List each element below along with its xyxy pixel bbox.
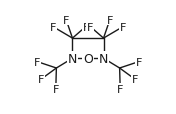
- Text: N: N: [68, 52, 77, 65]
- Text: F: F: [87, 22, 93, 32]
- Text: F: F: [34, 57, 41, 67]
- Text: F: F: [38, 74, 45, 84]
- Text: F: F: [135, 57, 142, 67]
- Text: N: N: [99, 52, 108, 65]
- Text: F: F: [53, 84, 59, 94]
- Text: O: O: [83, 52, 93, 65]
- Text: F: F: [117, 84, 123, 94]
- Text: F: F: [50, 22, 56, 32]
- Text: F: F: [120, 22, 126, 32]
- Text: F: F: [131, 74, 138, 84]
- Text: F: F: [107, 16, 113, 25]
- Text: F: F: [63, 16, 69, 25]
- Text: F: F: [83, 22, 89, 32]
